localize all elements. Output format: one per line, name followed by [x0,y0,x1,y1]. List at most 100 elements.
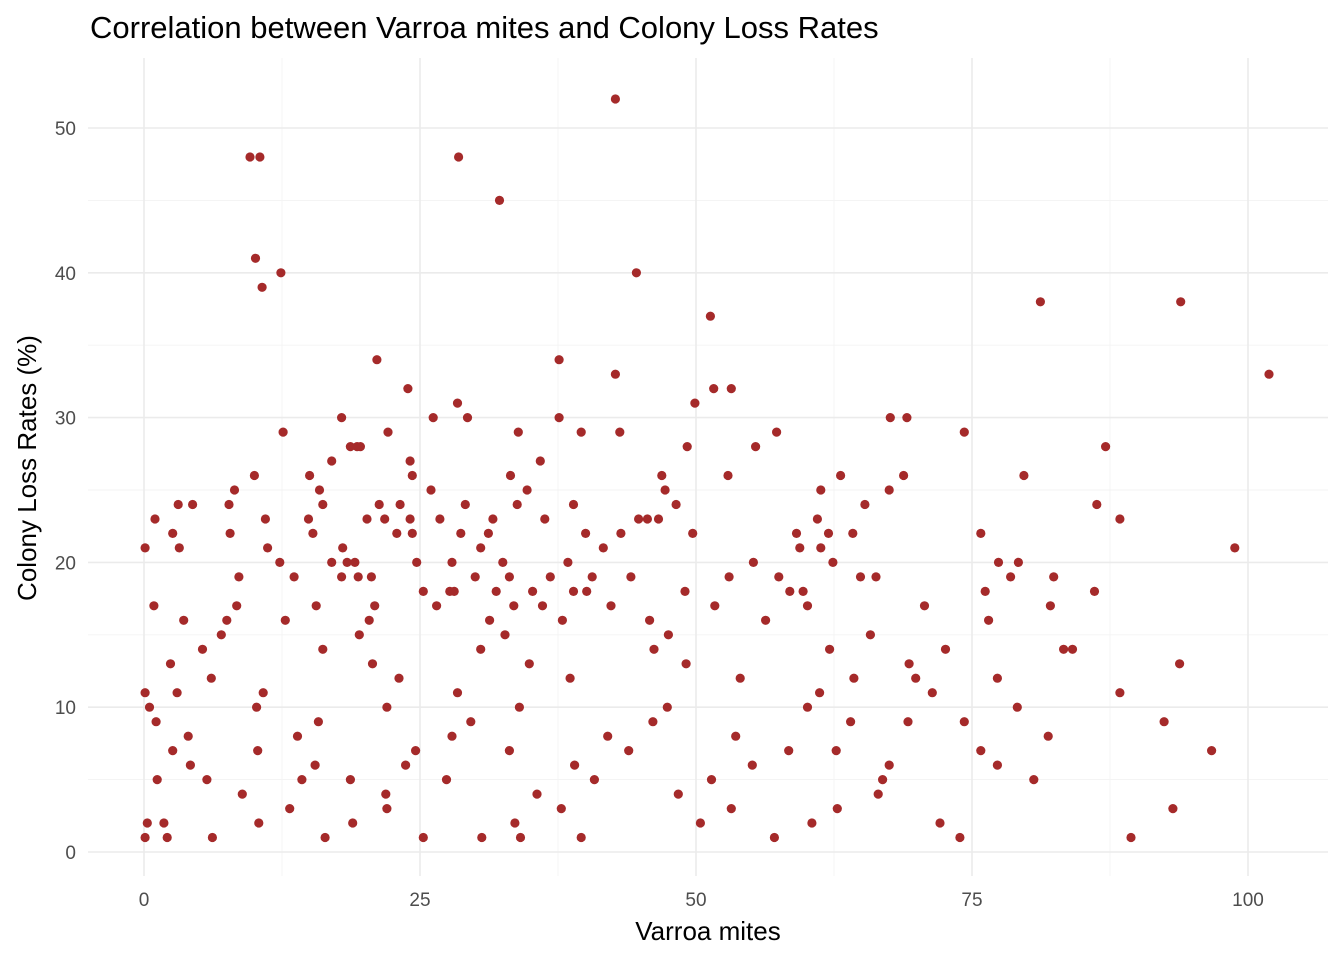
data-point [1013,557,1024,568]
data-point [570,760,580,770]
data-point [165,659,176,669]
data-point [350,557,360,568]
data-point [222,615,232,625]
data-point [1043,731,1053,741]
data-point [513,427,523,437]
data-point [1012,702,1022,712]
data-point [624,746,634,756]
data-point [313,717,323,727]
data-point [152,775,162,785]
data-point [488,514,498,524]
data-point [485,615,495,625]
data-point [751,442,761,452]
data-point [1045,601,1055,611]
data-point [785,586,795,597]
data-point [860,499,870,510]
data-point [568,499,579,510]
data-point [327,456,337,466]
data-point [382,702,392,712]
data-point [142,818,152,828]
data-point [456,528,466,539]
data-point [353,572,363,582]
data-point [598,543,608,553]
data-point [483,528,493,539]
data-point [395,499,405,510]
data-point [234,572,244,582]
data-point [795,543,805,553]
data-point [494,195,505,205]
data-point [902,413,912,423]
data-point [151,717,161,727]
data-point [452,688,463,698]
data-point [394,673,404,683]
data-point [747,760,757,770]
data-point [634,514,644,524]
data-point [1126,832,1136,843]
data-point [899,470,909,481]
data-point [1230,543,1240,553]
data-point [150,514,160,524]
data-point [303,514,314,524]
data-point [653,514,664,524]
data-point [297,775,307,785]
data-point [405,514,415,524]
data-point [927,688,937,698]
data-point [285,804,295,814]
data-point [904,659,914,669]
data-point [556,804,566,814]
data-point [374,499,384,510]
data-point [318,644,328,654]
data-point [980,586,990,597]
data-point [695,818,706,828]
data-point [225,528,235,539]
data-point [815,688,825,698]
data-point [505,470,516,481]
y-tick-label: 20 [55,553,76,574]
data-point [610,94,621,104]
data-point [784,746,794,756]
data-point [275,557,285,568]
data-point [144,702,155,712]
data-point [748,557,759,568]
data-point [846,717,856,727]
data-point [470,572,480,582]
data-point [812,514,823,524]
data-point [308,528,318,539]
data-point [342,557,352,568]
data-point [418,832,428,843]
data-point [1006,572,1016,582]
data-point [959,717,969,727]
data-point [310,760,320,770]
data-point [407,470,417,481]
data-point [514,702,525,712]
data-point [140,832,150,843]
x-tick-label: 75 [961,890,982,911]
data-point [250,253,261,263]
data-point [873,789,883,799]
data-point [726,804,736,814]
data-point [383,427,393,437]
data-point [705,311,716,321]
data-point [280,615,290,625]
data-point [903,717,913,727]
data-point [540,514,550,524]
data-point [403,384,413,394]
data-point [1049,572,1059,582]
data-point [836,470,846,481]
data-point [345,442,355,452]
data-point [663,630,674,640]
data-point [557,615,568,625]
data-point [884,485,894,495]
data-point [919,601,930,611]
data-point [1035,297,1045,307]
data-point [206,673,216,683]
x-tick-label: 100 [1232,890,1264,911]
data-point [731,731,741,741]
data-point [188,499,198,510]
data-point [401,760,411,770]
data-point [563,557,573,568]
data-point [276,268,286,278]
data-point [1089,586,1100,597]
data-point [500,630,510,640]
data-point [724,572,734,582]
